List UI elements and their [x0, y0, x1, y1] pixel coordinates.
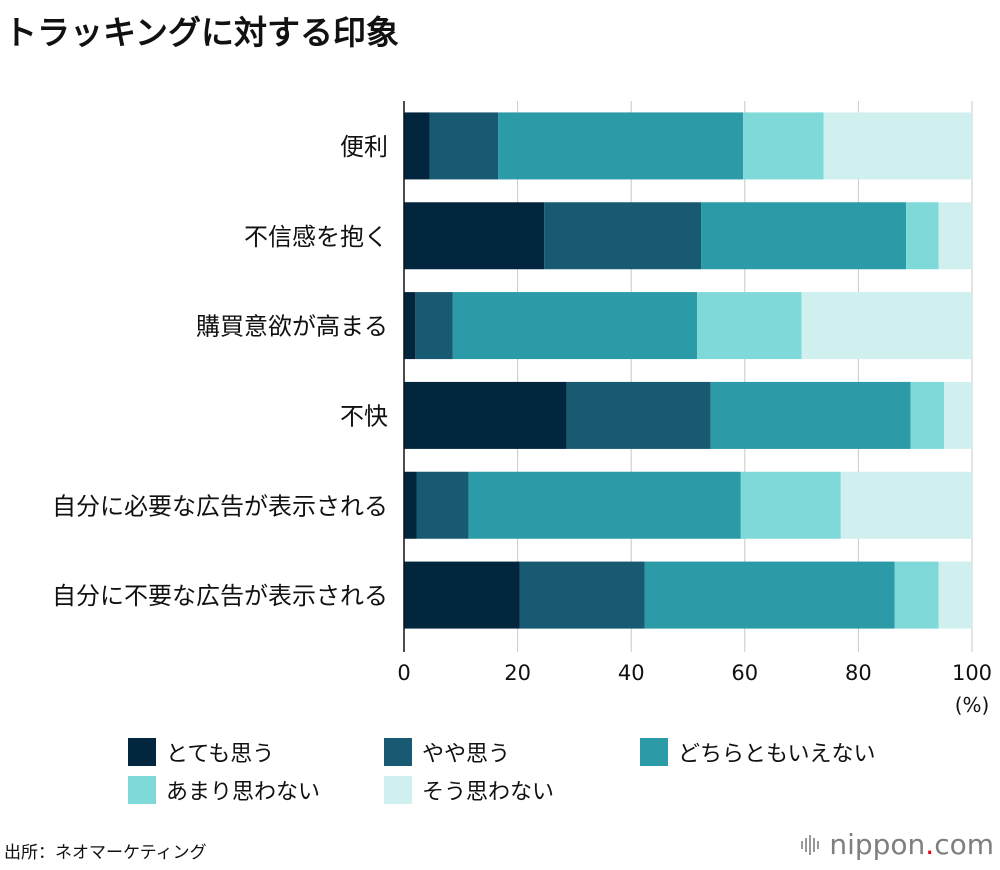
- bar-segment: [823, 112, 972, 180]
- x-tick-label: 40: [618, 661, 645, 685]
- legend-item: そう思わない: [384, 774, 554, 806]
- logo-name: nippon: [829, 828, 926, 861]
- bar-segment: [566, 381, 711, 449]
- category-label: 自分に不要な広告が表示される: [52, 582, 388, 610]
- bar-segment: [944, 381, 972, 449]
- stacked-bar-chart: 0 20 40 60 80 100 (%) 便利不信感を抱く購買意欲が高まる不快自分に必要な…: [52, 101, 992, 717]
- bar-segment: [938, 202, 972, 270]
- category-label: 自分に必要な広告が表示される: [52, 492, 388, 520]
- category-label: 購買意欲が高まる: [196, 313, 388, 341]
- bar-segment: [468, 471, 741, 539]
- bar-segment: [404, 471, 417, 539]
- x-tick-label: 80: [845, 661, 872, 685]
- legend-label: やや思う: [422, 742, 511, 767]
- legend-item: どちらともいえない: [640, 736, 876, 768]
- legend-item: とても思う: [128, 736, 274, 768]
- bar-segment: [404, 292, 416, 360]
- legend-item: やや思う: [384, 736, 510, 768]
- bar-segment: [701, 202, 907, 270]
- x-tick-label: 0: [397, 661, 410, 685]
- bar-segment: [404, 202, 545, 270]
- logo-dot: .: [925, 828, 935, 861]
- logo-bars-icon: [801, 834, 821, 855]
- bar-segment: [404, 112, 430, 180]
- bar-segment: [697, 292, 802, 360]
- bar-segment: [544, 202, 702, 270]
- category-label: 便利: [340, 133, 388, 161]
- category-label: 不信感を抱く: [244, 223, 388, 251]
- nippon-logo: nippon.com: [801, 828, 994, 861]
- bar-segment: [740, 471, 841, 539]
- bar-segment: [938, 561, 972, 629]
- bar-segment: [404, 561, 520, 629]
- bar-segment: [910, 381, 945, 449]
- bar-segment: [404, 381, 567, 449]
- legend-swatch: [640, 738, 668, 766]
- bar-segment: [452, 292, 698, 360]
- bar-segment: [415, 292, 453, 360]
- bar-segment: [519, 561, 645, 629]
- bar-segment: [416, 471, 469, 539]
- bar-segment: [429, 112, 499, 180]
- legend-label: どちらともいえない: [678, 742, 876, 767]
- legend-label: あまり思わない: [166, 780, 321, 805]
- logo-suffix: com: [934, 828, 994, 861]
- x-tick-label: 20: [504, 661, 531, 685]
- bar-segment: [894, 561, 939, 629]
- bar-segment: [710, 381, 911, 449]
- legend-swatch: [128, 738, 156, 766]
- legend-swatch: [384, 738, 412, 766]
- x-axis-unit: (%): [955, 693, 990, 717]
- legend-item: あまり思わない: [128, 774, 320, 806]
- legend-swatch: [128, 776, 156, 804]
- chart-title: トラッキングに対する印象: [4, 13, 400, 52]
- bar-segment: [801, 292, 972, 360]
- x-tick-label: 100: [952, 661, 992, 685]
- source-note: 出所：ネオマーケティング: [4, 843, 207, 863]
- legend-swatch: [384, 776, 412, 804]
- category-label: 不快: [340, 402, 388, 430]
- bar-segment: [906, 202, 939, 270]
- bar-segment: [840, 471, 972, 539]
- bar-segment: [743, 112, 824, 180]
- bar-segment: [644, 561, 895, 629]
- legend-label: とても思う: [166, 742, 275, 767]
- x-tick-label: 60: [731, 661, 758, 685]
- legend-label: そう思わない: [422, 780, 555, 805]
- bar-segment: [498, 112, 744, 180]
